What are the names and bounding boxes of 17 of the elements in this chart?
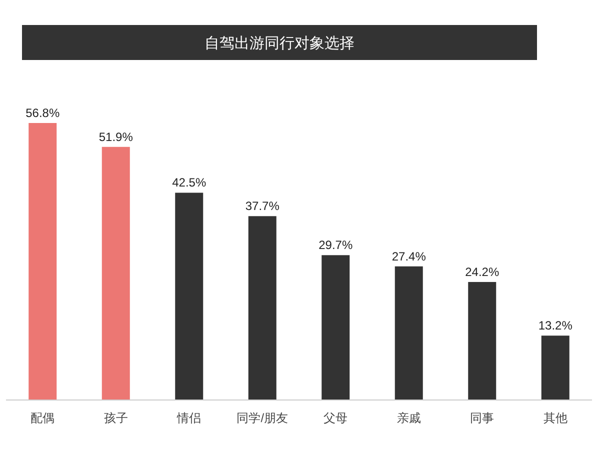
x-tick-label: 孩子 [104, 411, 128, 425]
data-label: 24.2% [465, 264, 500, 279]
data-label: 56.8% [26, 106, 60, 120]
x-tick-label: 亲戚 [396, 411, 421, 425]
x-tick-label: 父母 [324, 411, 348, 425]
data-label: 37.7% [245, 199, 280, 214]
x-tick-label: 配偶 [30, 411, 55, 425]
data-label: 29.7% [318, 238, 353, 252]
x-tick-label: 情侣 [176, 411, 202, 425]
data-label: 42.5% [172, 176, 206, 190]
x-tick-label: 同事 [470, 411, 494, 425]
x-tick-label: 其他 [543, 411, 568, 425]
data-label: 27.4% [392, 249, 426, 264]
data-label: 13.2% [538, 318, 573, 333]
x-tick-label: 同学/朋友 [236, 411, 288, 425]
data-label: 51.9% [98, 130, 134, 144]
chart-title: 自驾出游同行对象选择 [204, 35, 354, 52]
